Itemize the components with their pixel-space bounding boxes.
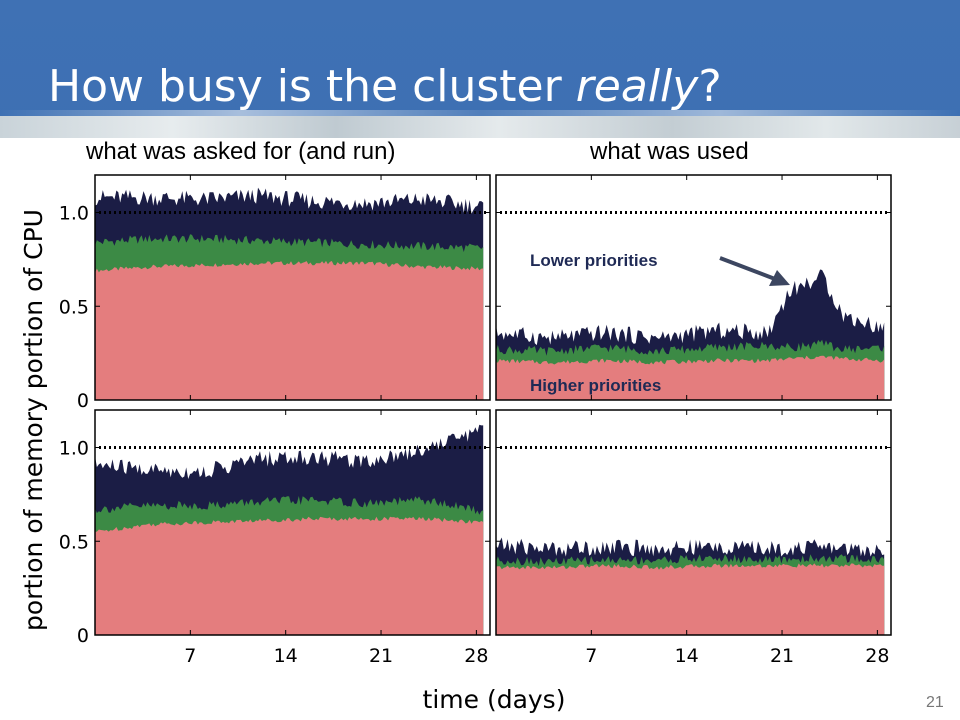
slide-title: How busy is the cluster really? <box>48 58 722 116</box>
series-higher-priority <box>496 563 885 635</box>
x-tick-label: 28 <box>865 645 889 667</box>
slide-header: How busy is the cluster really? <box>0 0 960 138</box>
y-tick-label: 0 <box>77 390 89 412</box>
panel-memory-requested <box>94 409 491 636</box>
column-title-requested: what was asked for (and run) <box>86 138 396 165</box>
panel-cpu-used <box>495 174 892 401</box>
x-tick-label: 14 <box>274 645 298 667</box>
annotation-lower-priorities: Lower priorities <box>530 251 658 270</box>
panel-frame <box>495 174 892 401</box>
x-tick-label: 7 <box>184 645 196 667</box>
slide-title-emphasis: really <box>575 61 699 112</box>
y-tick-label: 1.0 <box>59 203 89 225</box>
series-higher-priority <box>95 260 484 400</box>
panel-cpu-requested <box>94 174 491 401</box>
panel-frame <box>94 409 491 636</box>
column-title-used: what was used <box>590 138 749 165</box>
x-tick-label: 14 <box>675 645 699 667</box>
slide-number: 21 <box>926 694 944 711</box>
x-tick-label: 21 <box>369 645 393 667</box>
annotation-arrow-shaft <box>719 256 776 281</box>
y-tick-label: 0.5 <box>59 531 89 553</box>
x-axis-label: time (days) <box>423 685 566 714</box>
y-tick-label: 0 <box>77 625 89 647</box>
panel-frame <box>94 174 491 401</box>
y-axis-label: portion of memory portion of CPU <box>19 209 48 631</box>
annotation-arrow-head <box>769 270 790 286</box>
y-tick-label: 1.0 <box>59 438 89 460</box>
x-tick-label: 7 <box>585 645 597 667</box>
series-higher-priority <box>496 355 885 400</box>
panel-memory-used <box>495 409 892 636</box>
series-higher-priority <box>95 516 484 635</box>
x-tick-label: 28 <box>464 645 488 667</box>
annotation-higher-priorities: Higher priorities <box>530 376 661 395</box>
slide-title-suffix: ? <box>698 61 722 112</box>
y-tick-label: 0.5 <box>59 296 89 318</box>
x-tick-label: 21 <box>770 645 794 667</box>
header-banner-image <box>0 116 960 138</box>
panel-frame <box>495 409 892 636</box>
slide-title-prefix: How busy is the cluster <box>48 61 576 112</box>
